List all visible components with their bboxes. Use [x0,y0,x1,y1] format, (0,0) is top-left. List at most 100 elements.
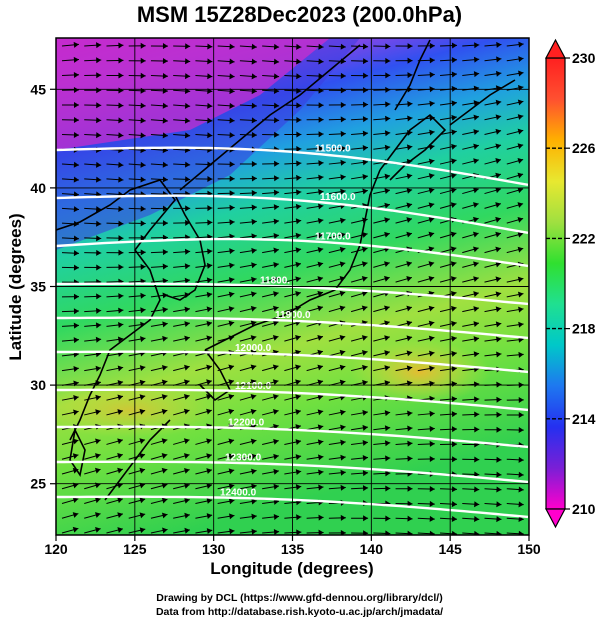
wind-arrow [440,530,458,535]
wind-arrow [306,290,324,298]
wind-arrow [373,57,391,64]
contour-label: 12100.0 [235,381,272,392]
wind-arrow [328,101,346,108]
wind-arrow [262,364,279,372]
wind-arrow [506,501,524,508]
colorbar-tick-label: 210 [572,501,596,517]
wind-arrow [84,117,102,124]
wind-arrow [484,291,502,298]
wind-arrow [506,172,524,180]
contour-label: 11500.0 [315,144,351,155]
wind-arrow [395,43,413,50]
wind-arrow [462,143,479,150]
wind-arrow [351,409,368,416]
wind-arrow [306,364,324,372]
wind-arrow [262,513,280,520]
wind-arrow [395,500,413,507]
wind-arrow [106,205,124,212]
wind-arrow [328,514,346,521]
wind-arrow [84,512,101,519]
wind-arrow [506,486,524,493]
wind-arrow [328,454,346,461]
wind-arrow [306,514,324,521]
wind-arrow [84,264,102,271]
wind-arrow [462,336,480,343]
wind-arrow [351,439,369,446]
wind-arrow [328,217,346,224]
grid-lines [56,38,529,535]
wind-arrow [351,424,368,431]
wind-arrow [306,102,324,109]
wind-arrow [506,321,524,328]
wind-arrow [195,176,213,183]
wind-arrow [262,43,280,50]
wind-arrow [440,441,458,448]
wind-arrow [106,235,124,242]
wind-arrow [395,231,413,239]
wind-arrow [239,262,257,269]
wind-arrow [84,87,102,94]
wind-arrow [417,158,435,165]
wind-arrow [506,516,524,523]
wind-arrow [462,471,480,478]
wind-arrow [217,498,235,505]
wind-arrow [506,70,524,77]
wind-arrow [84,307,102,314]
wind-arrow [373,350,390,357]
wind-arrow [417,231,435,239]
wind-arrow [84,497,101,504]
wind-arrow [306,116,324,123]
wind-arrow [351,145,369,151]
wind-arrow [328,159,346,166]
wind-arrow [484,216,502,224]
wind-arrow [306,232,324,239]
wind-arrow [150,234,168,241]
wind-arrow [351,470,369,477]
wind-arrow [306,276,324,283]
wind-arrow [239,189,257,196]
coastline-kuril [449,79,516,126]
colorbar-body [545,57,566,510]
wind-arrow [373,217,390,224]
wind-arrow [439,335,457,342]
wind-arrow [195,58,213,65]
wind-arrow [373,530,391,535]
wind-arrow [262,117,280,124]
wind-arrow [306,247,324,254]
contour-label: 12000.0 [235,343,272,354]
wind-arrow [484,501,502,508]
wind-arrow [306,529,324,535]
wind-arrow [484,486,502,493]
wind-arrow [306,409,324,416]
wind-arrow [239,305,257,313]
wind-arrow [195,132,213,139]
wind-arrow [328,469,346,476]
wind-arrow [150,438,168,445]
wind-arrow [506,202,524,209]
wind-arrow [217,102,235,109]
wind-arrow [173,335,190,342]
wind-arrow [61,394,79,401]
plot-area: 11500.0 11600.0 11700.0 11800. 11900.0 12000.… [56,38,529,535]
wind-arrow [106,438,123,445]
wind-arrow [195,248,213,255]
wind-arrow [506,306,524,313]
wind-arrow [506,426,524,433]
y-axis-ticks: 25 30 35 40 45 [30,81,56,492]
wind-arrow [395,72,413,79]
wind-arrow [462,56,480,63]
wind-arrow [373,470,391,477]
wind-arrow [217,513,235,520]
wind-arrow [484,456,502,463]
wind-arrow [484,128,502,136]
wind-arrow [373,144,391,151]
wind-arrow [439,202,457,209]
wind-arrow [373,101,391,108]
credit-drawing: Drawing by DCL (https://www.gfd-dennou.o… [156,592,443,604]
wind-arrow [217,190,235,197]
wind-arrow [328,116,346,123]
wind-arrow [262,233,280,239]
wind-arrow [239,408,257,416]
wind-arrow [61,512,79,519]
y-tick-label: 35 [30,279,46,295]
